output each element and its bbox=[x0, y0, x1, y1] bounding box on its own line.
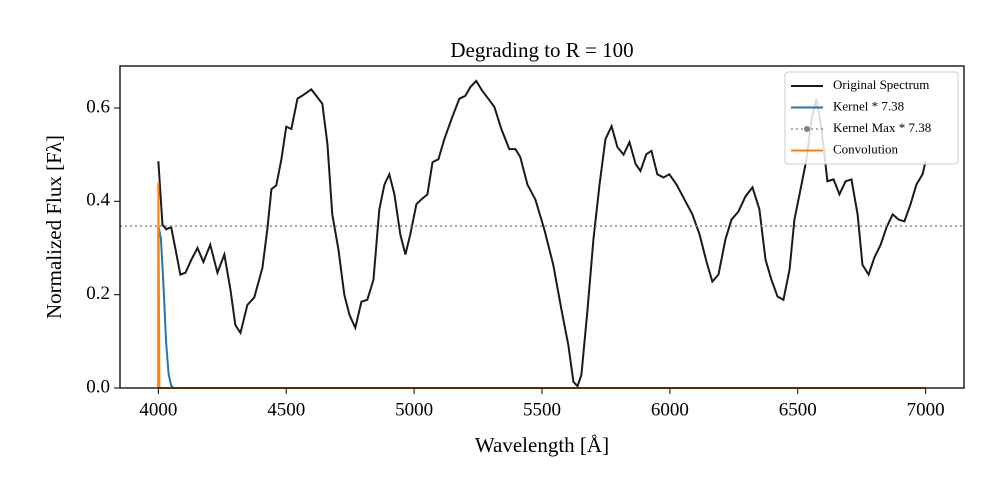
chart-title: Degrading to R = 100 bbox=[450, 38, 633, 62]
y-tick-label: 0.4 bbox=[86, 190, 110, 211]
legend-box bbox=[784, 71, 959, 165]
x-tick-label: 4500 bbox=[267, 399, 305, 420]
x-tick-label: 6500 bbox=[779, 399, 817, 420]
series-line bbox=[157, 225, 926, 389]
y-tick-label: 0.2 bbox=[86, 283, 110, 304]
legend-marker bbox=[804, 126, 810, 132]
x-axis-label: Wavelength [Å] bbox=[475, 433, 609, 457]
legend-label: Convolution bbox=[833, 141, 899, 156]
y-axis-label: Normalized Flux [Fλ] bbox=[42, 135, 66, 319]
y-tick-label: 0.0 bbox=[86, 376, 110, 397]
y-tick-label: 0.6 bbox=[86, 96, 110, 117]
x-tick-label: 5500 bbox=[523, 399, 561, 420]
x-tick-label: 7000 bbox=[907, 399, 945, 420]
legend-label: Original Spectrum bbox=[833, 77, 929, 92]
plot-frame bbox=[119, 65, 965, 389]
series-line bbox=[157, 79, 927, 388]
legend-label: Kernel * 7.38 bbox=[833, 98, 904, 113]
x-tick-label: 5000 bbox=[395, 399, 433, 420]
x-tick-label: 4000 bbox=[139, 399, 177, 420]
series-line bbox=[157, 182, 926, 389]
x-tick-label: 6000 bbox=[651, 399, 689, 420]
legend-label: Kernel Max * 7.38 bbox=[833, 120, 931, 135]
